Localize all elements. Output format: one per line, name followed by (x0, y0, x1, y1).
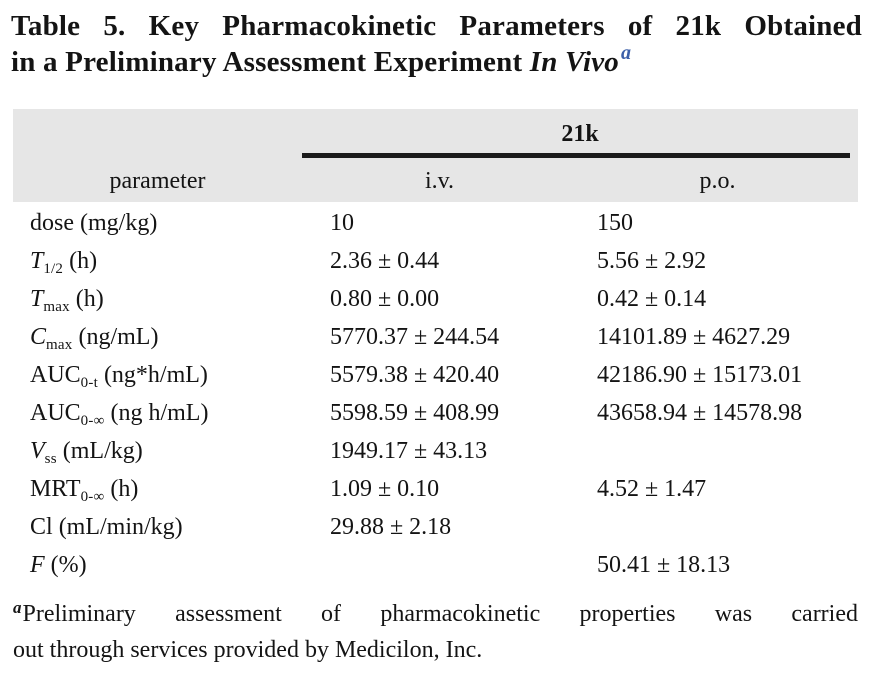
column-group-rule (302, 153, 850, 158)
parameter-symbol: T (30, 285, 44, 312)
parameter-cell: F (%) (13, 552, 302, 579)
pk-parameters-table: 21k parameter i.v. p.o. dose (mg/kg) 10 150… (13, 109, 858, 584)
iv-value-cell: 0.80 ± 0.00 (330, 285, 440, 312)
parameter-cell: T1/2 (h) (13, 247, 302, 277)
parameter-subscript: max (43, 298, 70, 315)
iv-value-cell: 1.09 ± 0.10 (330, 475, 440, 502)
parameter-cell: MRT0-∞ (h) (13, 475, 302, 505)
parameter-cell: Vss (mL/kg) (13, 437, 302, 467)
table-row: AUC0-t (ng*h/mL) 5579.38 ± 420.40 42186.90 … (13, 356, 858, 394)
column-header-iv: i.v. (424, 167, 455, 194)
table-body: dose (mg/kg) 10 150 T1/2 (h) 2.36 ± 0.44 5.56 ±… (13, 202, 858, 584)
table-title-line2-text: in a Preliminary Assessment Experiment (11, 46, 523, 78)
table-row: Tmax (h) 0.80 ± 0.00 0.42 ± 0.14 (13, 280, 858, 318)
iv-value-cell: 2.36 ± 0.44 (330, 247, 440, 274)
column-header-parameter: parameter (109, 167, 206, 194)
table-row: MRT0-∞ (h) 1.09 ± 0.10 4.52 ± 1.47 (13, 470, 858, 508)
table-title-line1: Table 5. Key Pharmacokinetic Parameters … (11, 10, 862, 42)
parameter-symbol: AUC (30, 361, 81, 388)
po-value-cell: 50.41 ± 18.13 (597, 551, 731, 578)
parameter-unit: (mg/kg) (80, 209, 158, 236)
parameter-unit: (h) (69, 247, 98, 274)
footnote-line2: out through services provided by Medicil… (13, 637, 483, 663)
table-row: Cl (mL/min/kg) 29.88 ± 2.18 (13, 508, 858, 546)
parameter-subscript: 0-t (80, 374, 98, 391)
parameter-unit: (h) (110, 475, 139, 502)
po-value-cell: 0.42 ± 0.14 (597, 285, 707, 312)
parameter-symbol: AUC (30, 399, 81, 426)
iv-value-cell: 5579.38 ± 420.40 (330, 361, 500, 388)
rule-spacer (13, 153, 302, 158)
parameter-cell: dose (mg/kg) (13, 210, 302, 237)
iv-value-cell: 10 (330, 209, 354, 236)
footnote-line1-text: Preliminary assessment of pharmacokineti… (22, 601, 859, 627)
table-title: Table 5. Key Pharmacokinetic Parameters … (11, 8, 862, 83)
table-row: F (%) 50.41 ± 18.13 (13, 546, 858, 584)
iv-value-cell: 29.88 ± 2.18 (330, 513, 452, 540)
parameter-subscript: 1/2 (43, 260, 64, 277)
column-header-row: parameter i.v. p.o. (13, 158, 858, 202)
paper-page: Table 5. Key Pharmacokinetic Parameters … (0, 8, 872, 675)
parameter-unit: (ng/mL) (78, 323, 159, 350)
po-value-cell: 14101.89 ± 4627.29 (597, 323, 791, 350)
parameter-symbol: T (30, 247, 44, 274)
table-row: AUC0-∞ (ng h/mL) 5598.59 ± 408.99 43658.94 … (13, 394, 858, 432)
parameter-cell: AUC0-∞ (ng h/mL) (13, 399, 302, 429)
iv-value-cell: 5770.37 ± 244.54 (330, 323, 500, 350)
parameter-unit: (ng h/mL) (110, 399, 209, 426)
po-value-cell: 4.52 ± 1.47 (597, 475, 707, 502)
table-row: T1/2 (h) 2.36 ± 0.44 5.56 ± 2.92 (13, 242, 858, 280)
parameter-unit: (mL/kg) (62, 437, 143, 464)
column-header-po: p.o. (699, 167, 736, 194)
iv-value-cell: 1949.17 ± 43.13 (330, 437, 488, 464)
po-value-cell: 5.56 ± 2.92 (597, 247, 707, 274)
footnote-marker-superscript: a (621, 42, 632, 64)
parameter-symbol: C (30, 323, 47, 350)
parameter-symbol: dose (30, 209, 74, 236)
po-value-cell: 42186.90 ± 15173.01 (597, 361, 803, 388)
parameter-symbol: V (30, 437, 45, 464)
parameter-unit: (mL/min/kg) (58, 513, 183, 540)
table-row: dose (mg/kg) 10 150 (13, 204, 858, 242)
table-row: Cmax (ng/mL) 5770.37 ± 244.54 14101.89 ± 46… (13, 318, 858, 356)
table-row: Vss (mL/kg) 1949.17 ± 43.13 (13, 432, 858, 470)
parameter-subscript: max (46, 336, 73, 353)
table-header-band: 21k parameter i.v. p.o. (13, 109, 858, 202)
parameter-unit: (h) (75, 285, 104, 312)
parameter-subscript: ss (44, 450, 57, 467)
iv-value-cell: 5598.59 ± 408.99 (330, 399, 500, 426)
footnote-line1: aPreliminary assessment of pharmacokinet… (13, 597, 858, 633)
compound-group-header: 21k (561, 120, 599, 147)
footnote-marker: a (13, 598, 22, 617)
table-title-invivo: In Vivo (529, 46, 620, 78)
parameter-symbol: MRT (30, 475, 81, 502)
table-footnote: aPreliminary assessment of pharmacokinet… (13, 597, 858, 667)
parameter-unit: (%) (50, 551, 87, 578)
po-value-cell: 43658.94 ± 14578.98 (597, 399, 803, 426)
parameter-unit: (ng*h/mL) (103, 361, 208, 388)
parameter-symbol: Cl (30, 513, 53, 540)
parameter-subscript: 0-∞ (80, 412, 105, 429)
parameter-symbol: F (30, 551, 45, 578)
table-title-line2: in a Preliminary Assessment Experiment I… (11, 42, 862, 83)
parameter-cell: Tmax (h) (13, 285, 302, 315)
parameter-cell: Cmax (ng/mL) (13, 323, 302, 353)
parameter-subscript: 0-∞ (80, 488, 105, 505)
parameter-cell: AUC0-t (ng*h/mL) (13, 361, 302, 391)
parameter-cell: Cl (mL/min/kg) (13, 514, 302, 541)
po-value-cell: 150 (597, 209, 633, 236)
